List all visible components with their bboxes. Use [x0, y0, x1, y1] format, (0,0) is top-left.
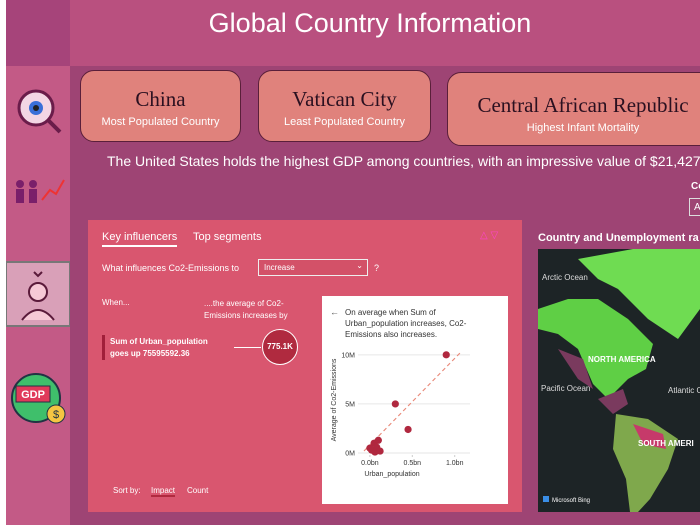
back-arrow[interactable]: ←	[330, 307, 339, 317]
tab[interactable]: Top segments	[193, 231, 262, 243]
x-tick-label: 1.0bn	[446, 460, 464, 467]
map-label: NORTH AMERICA	[588, 355, 656, 364]
dropdown-value: Increase	[264, 263, 295, 272]
x-tick-label: 0.5bn	[404, 460, 422, 467]
tab-active[interactable]: Key influencers	[102, 231, 178, 247]
map: Arctic Ocean NORTH AMERICA Pacific Ocean…	[538, 249, 700, 512]
point	[366, 444, 374, 452]
y-tick-label: 5M	[345, 401, 355, 408]
point	[442, 351, 450, 359]
svg-text:GDP: GDP	[21, 389, 45, 401]
influencer[interactable]: Sum of Urban_population goes up 75595592…	[110, 337, 208, 358]
card: Central African Republic Highest Infant …	[447, 72, 700, 146]
x-tick-label: 0.0bn	[361, 460, 379, 467]
card-value: China	[135, 87, 186, 111]
slicer-box[interactable]: A	[689, 198, 700, 216]
page-title: Global Country Information	[208, 8, 532, 38]
map-label: Arctic Ocean	[542, 273, 588, 282]
feedback[interactable]: △ ▽	[480, 230, 499, 241]
card-label: Least Populated Country	[283, 116, 406, 128]
sort-option[interactable]: Impact	[151, 486, 176, 497]
detail-panel	[322, 296, 508, 504]
card-value: Vatican City	[292, 87, 397, 111]
scatter-chart: Average of Co2-Emissions Urban_populatio…	[331, 351, 470, 478]
card: China Most Populated Country	[80, 70, 241, 142]
map-label: SOUTH AMERI	[638, 439, 694, 448]
y-tick-label: 10M	[341, 352, 355, 359]
card: Vatican City Least Populated Country	[258, 70, 431, 142]
point	[391, 400, 399, 408]
nav-gdp[interactable]: GDP $	[11, 373, 66, 424]
map-label: Pacific Ocean	[541, 384, 590, 393]
nav-icons: GDP $	[6, 89, 70, 424]
sidebar-top	[6, 0, 70, 66]
impact-bubble: 775.1K	[262, 329, 298, 365]
header-bar	[70, 0, 700, 66]
question: What influences Co2-Emissions to	[102, 263, 240, 273]
sort-label: Sort by:	[113, 486, 141, 495]
connector	[234, 347, 261, 348]
y-tick-label: 0M	[345, 451, 355, 458]
x-axis-title: Urban_population	[364, 471, 419, 478]
dropdown[interactable]: Increase ⌄	[258, 259, 368, 276]
influencer-bar	[102, 335, 105, 360]
sort-option[interactable]: Count	[187, 486, 209, 495]
then-header: ....the average of Co2-Emissions increas…	[204, 299, 288, 320]
card-label: Highest Infant Mortality	[526, 122, 640, 134]
gdp-banner: The United States holds the highest GDP …	[107, 153, 700, 169]
map-attribution: Microsoft Bing	[552, 498, 590, 504]
slicer-label: Co	[691, 181, 700, 192]
nav-population[interactable]	[16, 179, 65, 203]
nav-analytics[interactable]	[17, 89, 62, 134]
point	[376, 447, 384, 455]
point	[404, 425, 412, 434]
map-title: Country and Unemployment ra	[538, 232, 699, 244]
point	[374, 436, 382, 444]
nav-health	[21, 271, 55, 321]
card-value: Central African Republic	[477, 93, 689, 117]
edge	[0, 0, 6, 525]
svg-text:$: $	[53, 409, 59, 421]
trend-line	[363, 352, 461, 452]
map-label: Atlantic Oc	[668, 386, 700, 395]
card-label: Most Populated Country	[101, 116, 220, 128]
detail-note: On average when Sum of Urban_population …	[345, 308, 467, 339]
help[interactable]: ?	[374, 263, 380, 273]
when-header: When...	[102, 298, 130, 307]
y-axis-title: Average of Co2-Emissions	[331, 358, 338, 441]
